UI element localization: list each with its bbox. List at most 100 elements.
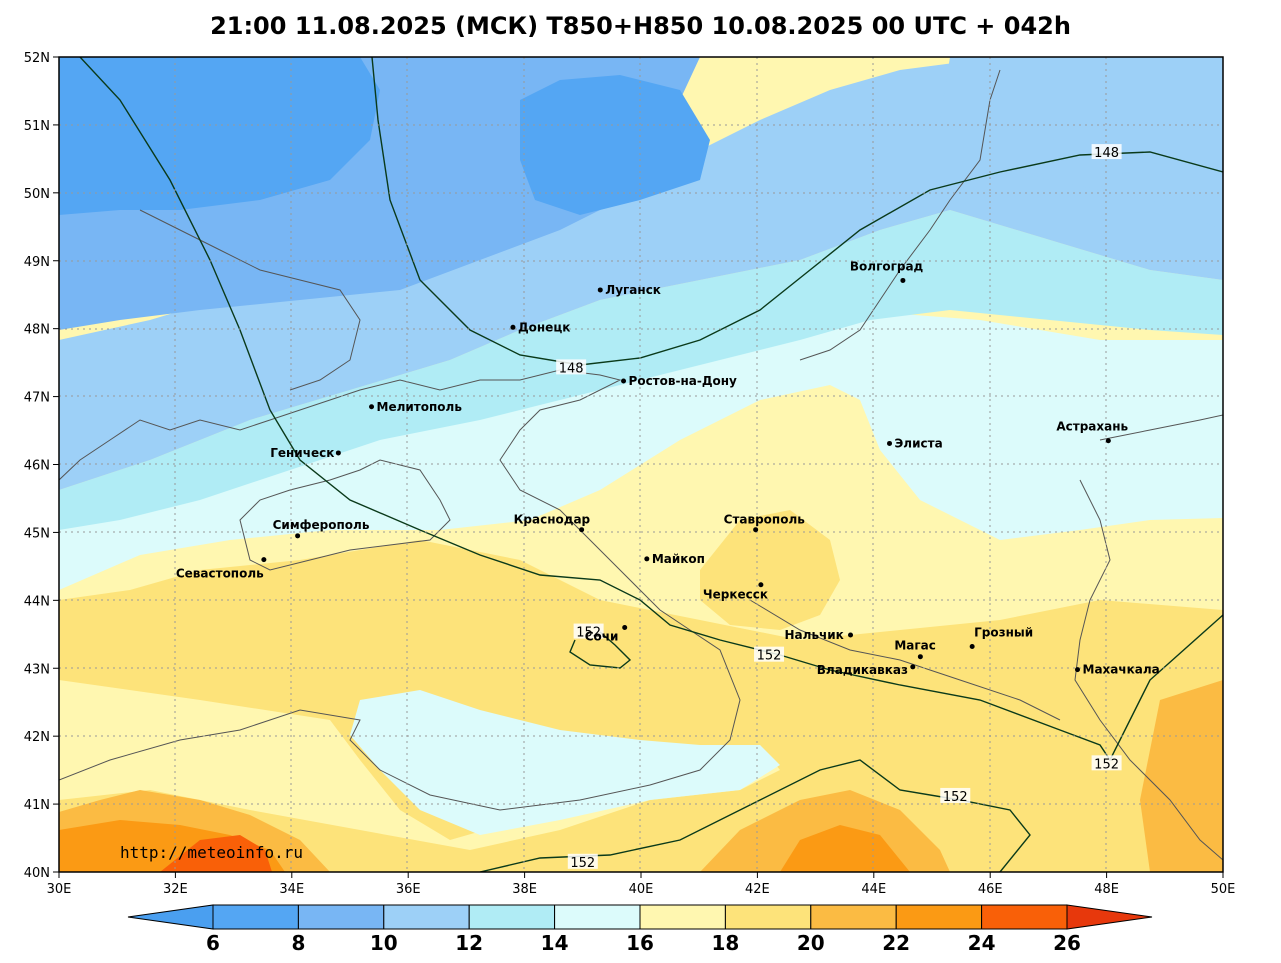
colorbar-tick-label: 24 — [968, 931, 996, 955]
city-label: Владикавказ — [817, 663, 908, 677]
city-dot — [900, 277, 906, 283]
city-dot — [910, 664, 916, 670]
colorbar-segment — [297, 904, 385, 930]
lon-label: 34E — [279, 882, 304, 897]
city-dot — [753, 527, 759, 533]
city-label: Донецк — [518, 320, 570, 334]
colorbar-tick-label: 10 — [370, 931, 398, 955]
city-label: Майкоп — [652, 552, 705, 566]
lat-label: 48N — [24, 323, 50, 338]
city-dot — [969, 644, 975, 650]
colorbar-segment — [810, 904, 897, 930]
colorbar-tick-label: 14 — [541, 931, 569, 955]
colorbar-segment — [383, 904, 470, 930]
city-dot — [917, 654, 923, 660]
isohypse-lines — [79, 57, 1223, 872]
lon-label: 48E — [1094, 882, 1119, 897]
city-label: Волгоград — [850, 259, 924, 273]
isohypse-labels: 148 148 152 152 152 152 152 — [556, 144, 1122, 871]
colorbar-segment — [639, 904, 726, 930]
city-dot — [758, 582, 764, 588]
city-dot — [848, 632, 854, 638]
city-label: Грозный — [974, 626, 1033, 640]
city-label: Геническ — [270, 446, 334, 460]
isohypse-label: 152 — [576, 626, 601, 641]
lon-label: 30E — [47, 882, 72, 897]
lat-label: 42N — [24, 730, 50, 745]
lat-label: 40N — [24, 866, 50, 881]
isohypse-label-bg — [567, 853, 598, 869]
colorbar-tick-label: 20 — [797, 931, 825, 955]
isohypse-label-bg — [940, 787, 971, 803]
city-label: Ростов-на-Дону — [629, 374, 738, 388]
isohypse-label: 152 — [570, 856, 595, 871]
colorbar-tick-label: 26 — [1053, 931, 1081, 955]
city-dot — [597, 287, 603, 293]
colorbar-tick-label: 16 — [626, 931, 654, 955]
isohypse-label: 152 — [1094, 757, 1119, 772]
lat-label: 51N — [24, 119, 50, 134]
city-dot — [887, 440, 893, 446]
colorbar-segment — [468, 904, 556, 930]
isohypse-label-bg — [1091, 144, 1122, 160]
gridlines — [59, 57, 1223, 872]
colorbar-tick-label: 22 — [882, 931, 910, 955]
colorbar-tick-label: 12 — [455, 931, 483, 955]
colorbar-segment — [895, 904, 983, 930]
lat-label: 43N — [24, 662, 50, 677]
lat-label: 44N — [24, 594, 50, 609]
city-dot — [644, 556, 650, 562]
latitude-labels: 52N 51N 50N 49N 48N 47N 46N 45N 44N 43N 42N 41N 40N — [24, 51, 59, 881]
isohypse-label-bg — [556, 359, 587, 375]
lat-label: 50N — [24, 187, 50, 202]
city-dot — [295, 533, 301, 539]
colorbar-tick-label: 8 — [291, 931, 305, 955]
lat-label: 52N — [24, 51, 50, 66]
city-dot — [1105, 438, 1111, 444]
colorbar-segment — [981, 904, 1068, 930]
city-label: Махачкала — [1083, 663, 1160, 677]
lon-label: 44E — [861, 882, 886, 897]
city-label: Черкесск — [703, 588, 768, 602]
isohypse-label: 148 — [559, 361, 584, 376]
colorbar-tick-label: 6 — [206, 931, 220, 955]
colorbar-high-arrow — [1066, 904, 1153, 930]
city-markers: Луганск Донецк Волгоград Ростов-на-Дону Мели… — [176, 259, 1160, 676]
city-dot — [579, 527, 585, 533]
isohypse-label: 148 — [1094, 146, 1119, 161]
colorbar-segment — [554, 904, 641, 930]
city-label: Краснодар — [514, 513, 591, 527]
lat-label: 46N — [24, 459, 50, 474]
city-label: Луганск — [605, 283, 661, 297]
longitude-labels: 30E 32E 34E 36E 38E 40E 42E 44E 46E 48E 50E — [47, 872, 1236, 897]
lon-label: 36E — [396, 882, 421, 897]
coastlines — [59, 69, 1223, 861]
city-label: Севастополь — [176, 567, 264, 581]
isohypse-label-bg — [754, 646, 785, 662]
city-label: Нальчик — [785, 628, 844, 642]
isohypse-label: 152 — [943, 790, 968, 805]
lon-label: 50E — [1211, 882, 1236, 897]
city-dot — [621, 378, 627, 384]
lon-label: 46E — [978, 882, 1003, 897]
colorbar-tick-label: 18 — [711, 931, 739, 955]
city-label: Симферополь — [273, 518, 370, 532]
city-dot — [261, 557, 267, 563]
city-label: Ставрополь — [724, 513, 806, 527]
city-dot — [510, 324, 516, 330]
city-dot — [622, 625, 628, 630]
credit-text: http://meteoinfo.ru — [120, 843, 303, 862]
isohypse-label-bg — [573, 623, 604, 639]
lat-label: 47N — [24, 391, 50, 406]
lat-label: 41N — [24, 798, 50, 813]
map-title: 21:00 11.08.2025 (МСК) T850+H850 10.08.2… — [210, 12, 1071, 40]
isohypse-label-bg — [1091, 755, 1122, 771]
city-dot — [1075, 667, 1080, 673]
lon-label: 40E — [629, 882, 654, 897]
city-label: Элиста — [895, 436, 943, 450]
city-label: Астрахань — [1056, 420, 1128, 434]
city-label: Мелитополь — [377, 400, 463, 414]
city-label: Магас — [894, 639, 936, 653]
lon-label: 32E — [163, 882, 188, 897]
